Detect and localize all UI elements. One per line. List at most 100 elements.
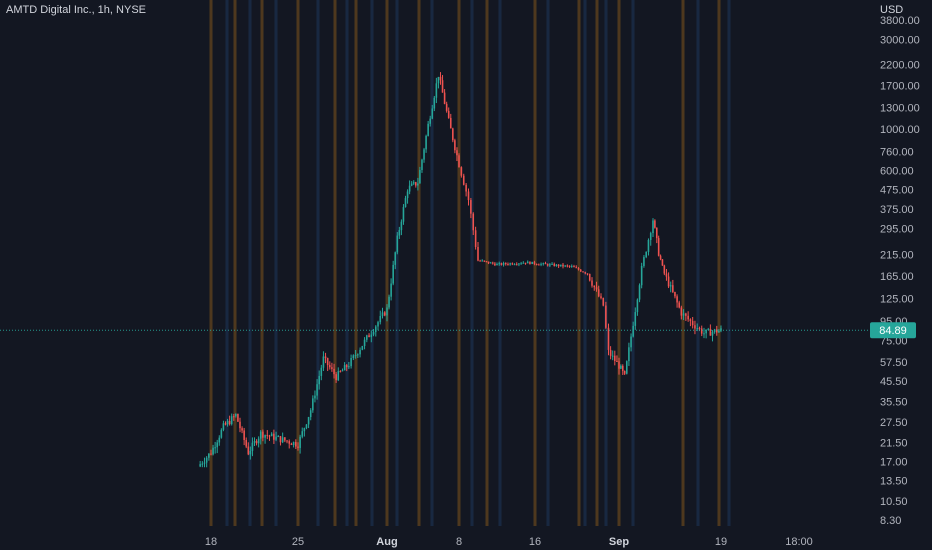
candle-body [335,374,337,381]
y-tick-label: 2200.00 [880,60,920,72]
session-band [696,0,700,526]
candle-body [279,436,282,443]
y-tick-label: 27.50 [880,417,908,429]
candle-body [292,442,295,446]
candle-body [520,263,522,265]
candle-body [443,92,446,104]
candle-body [491,262,494,264]
candle-body [268,435,271,437]
candle-body [415,182,417,186]
candle-body [226,420,229,425]
session-band [631,0,635,526]
session-band [395,0,399,526]
candle-body [513,264,516,266]
y-tick-label: 165.00 [880,271,914,283]
candle-body [232,416,235,418]
candle-body [691,321,694,326]
candle-body [333,368,335,375]
y-tick-label: 3000.00 [880,34,920,46]
candle-body [326,358,329,366]
candle-body [452,128,454,141]
candle-body [433,97,436,109]
session-band [430,0,434,526]
candle-body [703,333,705,335]
candle-body [661,259,664,266]
candle-body [352,355,355,359]
candle-body [341,370,344,372]
candle-body [400,221,403,231]
candle-body [230,416,233,425]
candle-body [345,365,348,368]
candle-body [383,312,386,316]
candle-body [343,365,346,371]
y-tick-label: 475.00 [880,185,914,197]
session-band [546,0,550,526]
candle-body [297,446,299,448]
candle-body [460,167,463,176]
candle-body [259,431,262,439]
candle-body [711,331,714,336]
candle-body [377,322,379,327]
candle-body [314,395,316,399]
candle-body [368,335,370,338]
session-band [354,0,358,526]
session-band [457,0,461,526]
candle-body [257,438,260,444]
session-band [595,0,599,526]
candle-body [707,328,710,330]
y-tick-label: 10.50 [880,496,908,508]
candle-body [518,263,520,265]
candle-body [388,296,390,308]
candle-body [318,375,320,385]
candle-body [625,361,628,374]
candle-body [700,328,703,334]
candle-body [577,267,580,270]
candle-body [216,442,219,448]
candle-body [718,330,720,333]
candle-body [628,347,630,362]
candle-body [370,334,373,338]
candle-body [682,313,685,316]
candle-body [546,264,549,266]
candle-body [597,289,600,297]
candle-body [663,265,666,274]
candle-body [427,123,429,136]
candle-body [535,263,538,265]
session-band [417,0,421,526]
candle-body [643,257,645,267]
candle-body [557,264,560,267]
candle-body [496,263,498,266]
candle-body [431,108,434,119]
candle-body [467,191,470,201]
candle-body [220,429,223,438]
candle-body [348,366,350,368]
candle-body [654,220,656,228]
candle-body [470,200,472,214]
candle-body [566,265,569,267]
candle-body [591,280,593,286]
candle-body [584,272,587,274]
candle-body [322,356,325,368]
candle-body [277,436,280,438]
candle-body [404,198,407,208]
candle-body [568,265,571,267]
candle-body [245,440,248,447]
candle-body [526,261,529,264]
candle-body [386,307,388,316]
candle-body [390,283,392,297]
session-band [617,0,621,526]
candle-body [659,255,662,260]
y-tick-label: 295.00 [880,224,914,236]
candle-body [212,447,214,455]
candle-body [374,326,377,333]
candle-body [441,80,444,93]
session-band [233,0,237,526]
candle-body [474,230,477,247]
candle-body [398,230,401,236]
candle-body [696,328,698,330]
session-band [209,0,213,526]
candle-body [264,435,266,438]
candle-body [354,355,357,357]
